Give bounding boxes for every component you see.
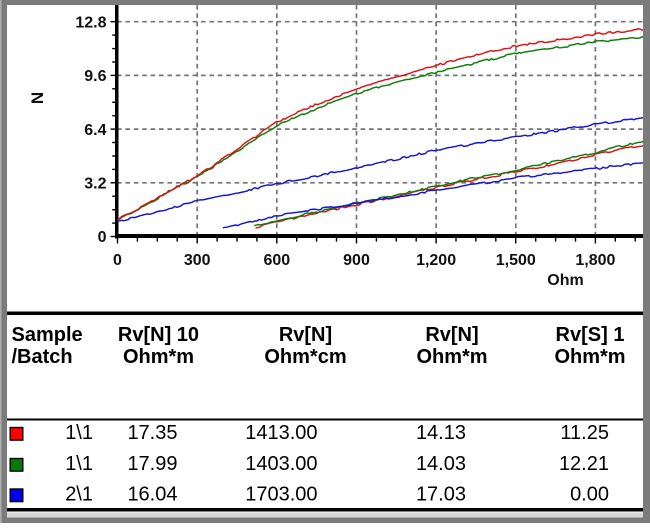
svg-text:1,500: 1,500	[496, 252, 536, 269]
svg-text:Ohm*m: Ohm*m	[416, 346, 487, 368]
svg-text:0: 0	[113, 252, 122, 269]
svg-text:17.99: 17.99	[127, 453, 177, 475]
svg-text:Rv[S] 1: Rv[S] 1	[556, 324, 625, 346]
svg-text:3.2: 3.2	[84, 176, 106, 193]
svg-text:2\1: 2\1	[65, 484, 93, 506]
svg-text:Rv[N] 10: Rv[N] 10	[118, 324, 199, 346]
svg-text:600: 600	[263, 252, 290, 269]
svg-text:14.13: 14.13	[416, 422, 466, 444]
svg-text:14.03: 14.03	[416, 453, 466, 475]
svg-text:/Batch: /Batch	[12, 346, 73, 368]
svg-text:Ohm*m: Ohm*m	[554, 346, 625, 368]
svg-text:1703.00: 1703.00	[245, 484, 317, 506]
svg-text:Rv[N]: Rv[N]	[425, 324, 478, 346]
svg-text:1403.00: 1403.00	[245, 453, 317, 475]
svg-text:1413.00: 1413.00	[245, 422, 317, 444]
svg-text:12.21: 12.21	[559, 453, 609, 475]
svg-text:900: 900	[343, 252, 370, 269]
svg-text:Ohm: Ohm	[547, 272, 583, 289]
svg-text:300: 300	[184, 252, 211, 269]
svg-text:Ohm*m: Ohm*m	[123, 346, 194, 368]
svg-text:11.25: 11.25	[560, 422, 609, 444]
svg-text:0.00: 0.00	[570, 484, 609, 506]
svg-text:Ohm*cm: Ohm*cm	[264, 346, 346, 368]
svg-text:17.03: 17.03	[416, 484, 466, 506]
svg-text:16.04: 16.04	[127, 484, 177, 506]
svg-text:17.35: 17.35	[127, 422, 177, 444]
svg-text:6.4: 6.4	[84, 122, 106, 139]
svg-text:N: N	[28, 92, 47, 104]
svg-text:9.6: 9.6	[84, 68, 106, 85]
svg-text:1\1: 1\1	[65, 453, 93, 475]
svg-text:12.8: 12.8	[75, 14, 106, 31]
svg-text:Sample: Sample	[12, 324, 83, 346]
svg-text:Rv[N]: Rv[N]	[279, 324, 332, 346]
svg-text:1,800: 1,800	[575, 252, 615, 269]
svg-text:1,200: 1,200	[416, 252, 456, 269]
svg-text:1\1: 1\1	[65, 422, 93, 444]
svg-text:0: 0	[98, 229, 107, 246]
